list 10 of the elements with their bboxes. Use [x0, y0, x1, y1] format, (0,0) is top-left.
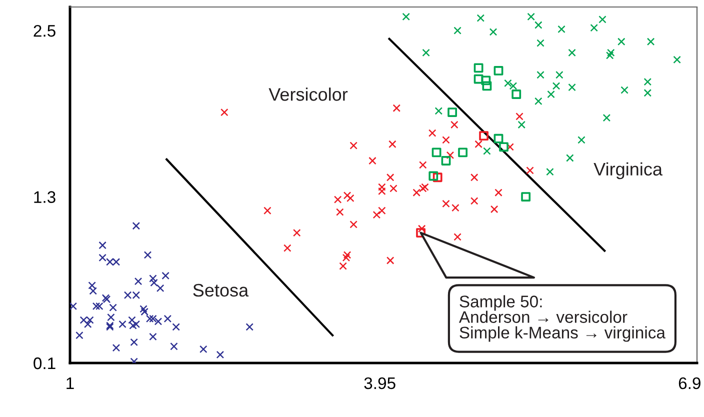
series-label: Setosa: [193, 284, 249, 297]
y-tick-label: 0.1: [34, 357, 56, 370]
x-tick-label: 3.95: [364, 377, 396, 390]
y-tick-label: 2.5: [34, 24, 56, 37]
series-label: Virginica: [594, 162, 662, 180]
y-tick-label: 1.3: [34, 191, 56, 203]
text: Versicolor: [268, 88, 348, 101]
x-tick-label: 1: [66, 378, 74, 389]
annotation: Sample 50: Anderson → versicolor Simple k-Means → virginica: [458, 295, 666, 342]
x-tick-label: 6.9: [678, 377, 700, 390]
